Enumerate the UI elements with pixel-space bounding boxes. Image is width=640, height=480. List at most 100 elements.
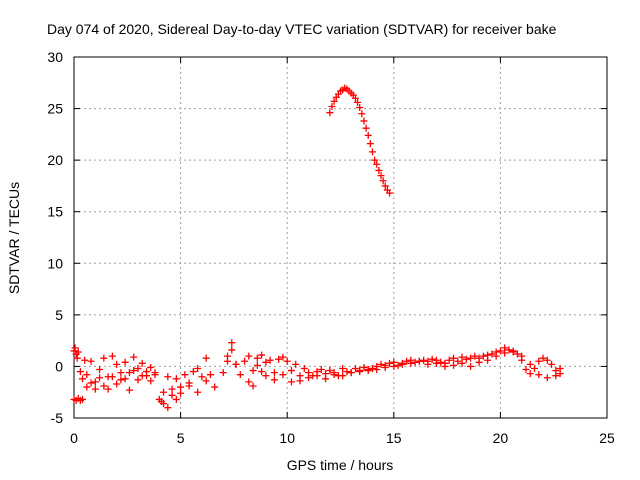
- data-point: [96, 366, 104, 374]
- x-tick-label: 5: [177, 430, 185, 446]
- data-point: [130, 367, 138, 375]
- data-point: [87, 379, 95, 387]
- x-axis-label: GPS time / hours: [287, 457, 394, 473]
- data-point: [270, 369, 278, 377]
- data-point: [305, 374, 313, 382]
- data-point: [83, 371, 91, 379]
- data-point: [83, 383, 91, 391]
- data-point: [411, 358, 419, 366]
- y-tick-labels: -5 0 5 10 15 20 25 30: [47, 49, 63, 426]
- data-point: [424, 360, 432, 368]
- data-point: [368, 364, 376, 372]
- data-point: [373, 160, 381, 168]
- data-point: [121, 375, 129, 383]
- data-point: [454, 357, 462, 365]
- plot-frame: [73, 56, 608, 419]
- data-point: [377, 172, 385, 180]
- data-point: [556, 370, 564, 378]
- data-point: [245, 378, 253, 386]
- data-point: [552, 372, 560, 380]
- series-lower-loops: [70, 346, 564, 412]
- data-point: [492, 352, 500, 360]
- y-axis-label: SDTVAR / TECUs: [6, 182, 22, 294]
- data-point: [526, 360, 534, 368]
- data-point: [428, 355, 436, 363]
- data-point: [381, 182, 389, 190]
- y-tick-label: 25: [47, 101, 63, 117]
- y-tick-label: 5: [55, 307, 63, 323]
- data-point: [279, 353, 287, 361]
- data-point: [113, 380, 121, 388]
- data-point: [147, 363, 155, 371]
- data-point: [326, 109, 334, 117]
- data-point: [91, 378, 99, 386]
- data-point: [164, 373, 172, 381]
- data-point: [300, 364, 308, 372]
- data-point: [354, 98, 362, 106]
- data-point: [458, 359, 466, 367]
- data-point: [351, 94, 359, 102]
- data-point: [373, 366, 381, 374]
- data-point: [168, 385, 176, 393]
- data-point: [160, 400, 168, 408]
- data-point: [356, 368, 364, 376]
- data-point: [371, 156, 379, 164]
- data-point: [287, 378, 295, 386]
- data-point: [138, 359, 146, 367]
- data-point: [211, 383, 219, 391]
- data-point: [142, 368, 150, 376]
- data-point: [449, 361, 457, 369]
- data-point: [339, 364, 347, 372]
- data-point: [81, 356, 89, 364]
- data-point: [228, 339, 236, 347]
- data-point: [168, 391, 176, 399]
- data-point: [117, 369, 125, 377]
- data-point: [74, 348, 82, 356]
- data-point: [381, 363, 389, 371]
- data-point: [488, 350, 496, 358]
- grid-lines: [74, 57, 607, 418]
- data-point: [287, 367, 295, 375]
- y-tick-label: 20: [47, 152, 63, 168]
- data-point: [458, 353, 466, 361]
- x-tick-label: 25: [599, 430, 615, 446]
- data-point: [347, 369, 355, 377]
- data-point: [91, 385, 99, 393]
- x-tick-label: 10: [279, 430, 295, 446]
- data-point: [177, 383, 185, 391]
- data-point: [160, 388, 168, 396]
- data-point: [108, 373, 116, 381]
- data-point: [386, 359, 394, 367]
- data-point: [245, 352, 253, 360]
- data-point: [467, 362, 475, 370]
- data-point: [117, 376, 125, 384]
- data-point: [292, 360, 300, 368]
- data-point: [79, 395, 87, 403]
- data-point: [407, 359, 415, 367]
- data-point: [71, 344, 79, 352]
- data-point: [206, 371, 214, 379]
- data-point: [147, 377, 155, 385]
- chart-title: Day 074 of 2020, Sidereal Day-to-day VTE…: [47, 21, 557, 37]
- x-tick-label: 20: [493, 430, 509, 446]
- data-point: [501, 349, 509, 357]
- data-point: [125, 369, 133, 377]
- data-point: [543, 356, 551, 364]
- data-point: [543, 374, 551, 382]
- data-point: [73, 354, 81, 362]
- data-point: [164, 404, 172, 412]
- data-point: [317, 366, 325, 374]
- data-point: [484, 356, 492, 364]
- data-point: [535, 371, 543, 379]
- data-point: [377, 360, 385, 368]
- y-tick-label: 0: [55, 358, 63, 374]
- data-point: [531, 364, 539, 372]
- y-tick-label: 30: [47, 49, 63, 65]
- data-point: [121, 358, 129, 366]
- data-point: [351, 364, 359, 372]
- data-point: [172, 375, 180, 383]
- y-tick-label: -5: [51, 410, 64, 426]
- data-point: [189, 368, 197, 376]
- data-point: [360, 363, 368, 371]
- data-point: [343, 368, 351, 376]
